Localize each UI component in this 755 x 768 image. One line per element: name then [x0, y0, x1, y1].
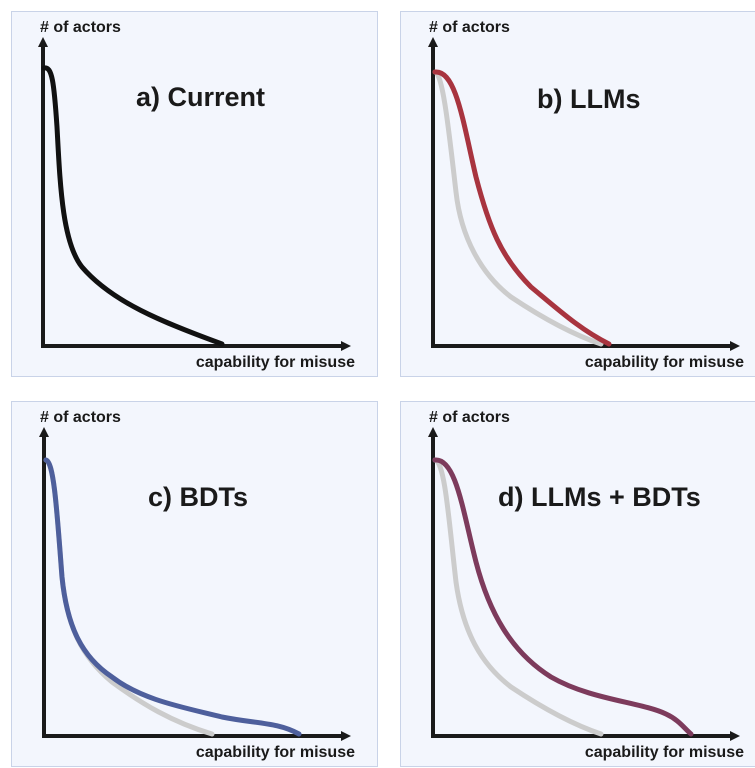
panel-a-current: # of actors a) Current capability for mi…	[11, 11, 378, 377]
chart-d	[428, 427, 740, 741]
panel-d-llms-bdts: # of actors d) LLMs + BDTs capability fo…	[400, 401, 755, 767]
chart-b	[428, 37, 740, 351]
panel-title: b) LLMs	[537, 84, 641, 114]
curve-current	[41, 65, 225, 347]
y-axis-label: # of actors	[40, 19, 121, 36]
panel-title: c) BDTs	[148, 482, 249, 512]
x-axis-label: capability for misuse	[584, 744, 744, 761]
y-axis-label: # of actors	[429, 409, 510, 426]
y-axis-label: # of actors	[40, 409, 121, 426]
curve-baseline	[432, 457, 604, 737]
panel-c-bdts: # of actors c) BDTs capability for misus…	[11, 401, 378, 767]
x-axis-label: capability for misuse	[584, 354, 744, 371]
panel-title: d) LLMs + BDTs	[498, 482, 701, 512]
chart-a	[38, 37, 351, 351]
curve-llms-bdts	[432, 457, 694, 737]
curve-bdts	[43, 457, 302, 737]
x-axis-label: capability for misuse	[195, 744, 355, 761]
x-axis-label: capability for misuse	[195, 354, 355, 371]
y-axis-label: # of actors	[429, 19, 510, 36]
chart-c	[39, 427, 351, 741]
panel-title: a) Current	[136, 82, 266, 112]
curve-baseline	[432, 69, 604, 347]
curve-llms	[432, 69, 612, 347]
panel-b-llms: # of actors b) LLMs capability for misus…	[400, 11, 755, 377]
